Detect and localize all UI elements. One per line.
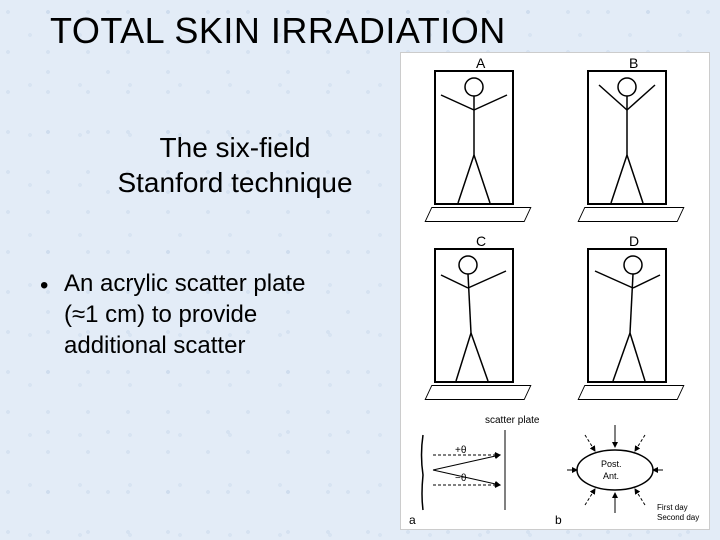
subtitle: The six-field Stanford technique bbox=[95, 130, 375, 200]
legend-second-day: Second day bbox=[657, 513, 699, 522]
figure-cell-a: A bbox=[406, 55, 556, 230]
figure-person-back-icon bbox=[559, 55, 709, 230]
bullet-item: • An acrylic scatter plate (≈1 cm) to pr… bbox=[40, 268, 390, 362]
figure-cell-c: C bbox=[406, 233, 556, 408]
subtitle-line1: The six-field bbox=[160, 132, 311, 163]
legend-first-day: First day bbox=[657, 503, 688, 512]
scatter-plate-label: scatter plate bbox=[485, 415, 539, 426]
figure-person-oblique-right-icon bbox=[559, 233, 709, 408]
bottom-diagram: a b scatter plate +θ −θ Post. Ant. First… bbox=[405, 415, 705, 525]
figure-cell-d: D bbox=[559, 233, 709, 408]
subtitle-line2: Stanford technique bbox=[117, 167, 352, 198]
bullet-dot-icon: • bbox=[40, 270, 48, 301]
angle-minus-label: −θ bbox=[455, 473, 466, 484]
page-title: TOTAL SKIN IRRADIATION bbox=[50, 10, 506, 52]
bullet-line2: (≈1 cm) to provide bbox=[64, 301, 257, 328]
figure-person-oblique-left-icon bbox=[406, 233, 556, 408]
bullet-line1: An acrylic scatter plate bbox=[64, 270, 305, 297]
cross-section-ellipse-icon bbox=[577, 450, 653, 490]
arrow-tr-dash-icon bbox=[635, 435, 645, 451]
sub-label-b: b bbox=[555, 513, 562, 527]
angle-plus-label: +θ bbox=[455, 445, 466, 456]
patient-profile-icon bbox=[422, 435, 424, 510]
ant-label: Ant. bbox=[603, 471, 619, 481]
sub-label-a: a bbox=[409, 513, 416, 527]
post-label: Post. bbox=[601, 459, 622, 469]
beam-angle-plus-icon bbox=[433, 455, 500, 470]
figure-panel: A B bbox=[400, 52, 710, 530]
arrow-bl-dash-icon bbox=[585, 489, 595, 505]
arrow-br-dash-icon bbox=[635, 489, 645, 505]
bullet-line3: additional scatter bbox=[64, 332, 245, 359]
arrow-tl-dash-icon bbox=[585, 435, 595, 451]
figure-cell-b: B bbox=[559, 55, 709, 230]
beam-angle-minus-icon bbox=[433, 470, 500, 485]
figure-person-front-icon bbox=[406, 55, 556, 230]
